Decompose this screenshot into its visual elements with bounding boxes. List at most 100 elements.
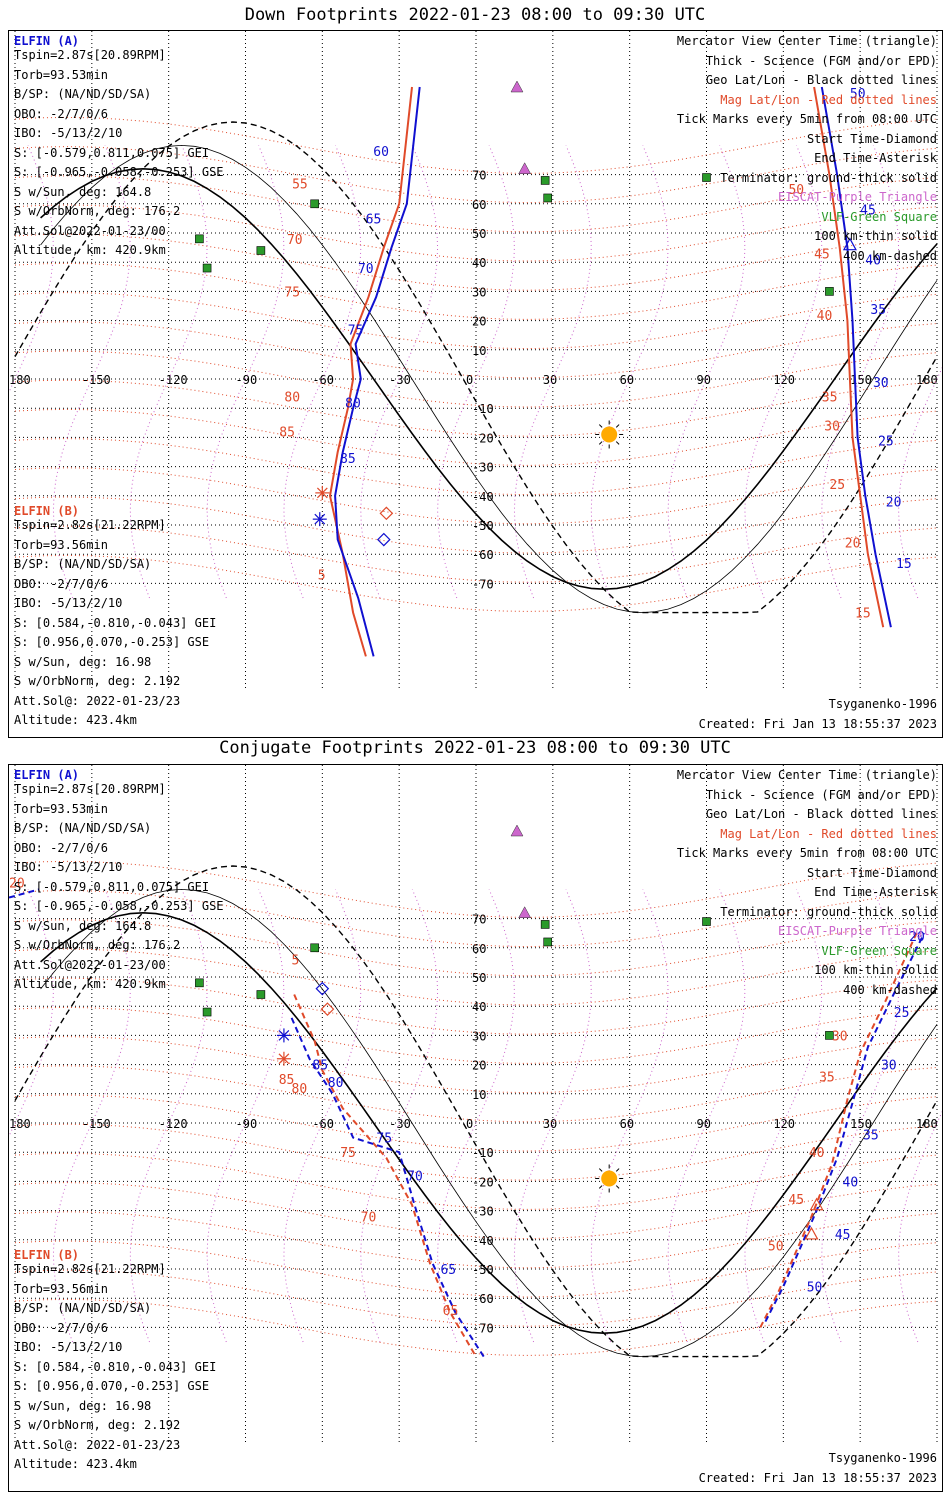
elfin_b-line: IBO: -5/13/2/10: [14, 596, 123, 610]
sun-ray: [598, 441, 603, 445]
elfin-a-tick-label: 25: [894, 1006, 910, 1021]
elfin-b-tick-label: 15: [855, 607, 871, 622]
elfin_b-line: S: [0.584,-0.810,-0.043] GEI: [14, 615, 217, 630]
elfin_a-line: B/SP: (NA/ND/SD/SA): [14, 87, 152, 101]
elfin_a-line: S: [-0.579,0.811,0.075] GEI: [14, 879, 210, 894]
elfin_b-line: Att.Sol@: 2022-01-23/23: [14, 693, 181, 708]
mag-meridian: [360, 145, 439, 599]
elfin-a-params: Tspin=2.87s[20.89RPM] Torb=93.53min B/SP: …: [14, 48, 224, 263]
elfin_b-line: Tspin=2.82s[21.22RPM]: [14, 1262, 166, 1276]
mag-meridian: [513, 889, 592, 1343]
elfin_a-line: S w/OrbNorm, deg: 176.2: [14, 938, 181, 952]
elfin_b-line: Altitude: 423.4km: [14, 713, 137, 727]
elfin_b-line: B/SP: (NA/ND/SD/SA): [14, 557, 152, 571]
elfin-b-tick-label: 25: [829, 478, 845, 493]
elfin-b-tick-label: 80: [284, 391, 300, 406]
lat-label: -20: [472, 431, 494, 445]
legend-entry: VLF-Green Square: [821, 943, 937, 958]
vlf-square-icon: [825, 287, 834, 296]
elfin_a-line: IBO: -5/13/2/10: [14, 126, 123, 140]
lat-label: 10: [472, 344, 486, 358]
elfin_b-line: Torb=93.56min: [14, 537, 108, 552]
elfin_a-line: S: [-0.579,0.811,0.075] GEI: [14, 145, 210, 160]
legend-entry: Tick Marks every 5min from 08:00 UTC: [676, 112, 937, 126]
elfin-b-tick-label: 85: [279, 426, 295, 441]
elfin-b-tick-label: 40: [809, 1146, 825, 1161]
legend-entry: Start Time-Diamond: [806, 865, 937, 880]
lon-label: -60: [312, 1117, 334, 1131]
elfin_b-line: S: [0.584,-0.810,-0.043] GEI: [14, 1359, 217, 1374]
elfin-b-tick-label: 80: [292, 1082, 308, 1097]
lat-label: -10: [472, 402, 494, 416]
terminator-400km: [14, 121, 938, 614]
terminator-400km: [14, 865, 938, 1358]
vlf-square-icon: [702, 917, 711, 926]
mag-meridian: [513, 145, 592, 599]
lon-label: 60: [620, 373, 634, 387]
lat-label: -60: [472, 1292, 494, 1306]
panel1-elfin-b-info: ELFIN (B) Tspin=2.82s[21.22RPM] Torb=93.5…: [14, 504, 216, 733]
legend-entry: 100 km-thin solid: [814, 229, 937, 243]
panel2-model: Tsyganenko-1996: [828, 1451, 937, 1465]
vlf-square-icon: [825, 1031, 834, 1040]
elfin-a-track-east: [820, 86, 892, 628]
mag-meridian: [206, 889, 285, 1343]
panel2-created: Created: Fri Jan 13 18:55:37 2023: [698, 1471, 937, 1485]
mag-meridian: [283, 145, 362, 599]
elfin-a-label: ELFIN (A): [14, 768, 80, 782]
legend-entry: 400 km-dashed: [843, 982, 937, 997]
elfin-a-tick-label: 20: [886, 496, 902, 511]
eiscat-triangle-icon: [510, 80, 524, 93]
elfin-b-tick-label: 5: [292, 953, 300, 968]
lat-label: 40: [472, 1000, 486, 1014]
elfin-a-tick-label: 40: [865, 253, 881, 268]
elfin_b-line: Altitude: 423.4km: [14, 1457, 137, 1471]
elfin_a-line: S w/Sun, deg: 164.8: [14, 918, 152, 933]
lat-label: 50: [472, 971, 486, 985]
elfin-b-label: ELFIN (B): [14, 1248, 80, 1262]
start-diamond-icon: [320, 1002, 335, 1016]
mag-meridian: [9, 145, 54, 394]
elfin_b-line: Att.Sol@: 2022-01-23/23: [14, 1437, 181, 1452]
elfin_b-line: Torb=93.56min: [14, 1281, 108, 1296]
lat-label: 60: [472, 942, 486, 956]
lon-label: -120: [159, 373, 188, 387]
elfin-a-tick-label: 75: [376, 1132, 392, 1147]
terminator-ground: [40, 911, 938, 1335]
lat-label: 70: [472, 169, 486, 183]
elfin-a-tick-label: 85: [340, 452, 356, 467]
elfin-b-tick-label: 35: [819, 1070, 835, 1085]
elfin-a-params: Tspin=2.87s[20.89RPM] Torb=93.53min B/SP: …: [14, 782, 224, 997]
center-time-triangle-icon: [804, 1226, 819, 1240]
start-diamond-icon: [376, 532, 391, 547]
elfin_b-line: S: [0.956,0.070,-0.253] GSE: [14, 1379, 210, 1393]
elfin-a-tick-label: 80: [328, 1076, 344, 1091]
elfin-a-track-east: [764, 932, 926, 1323]
lat-label: -60: [472, 548, 494, 562]
mag-meridian: [283, 889, 362, 1343]
legend-entry: VLF-Green Square: [821, 209, 937, 224]
elfin_a-line: Torb=93.53min: [14, 67, 108, 82]
elfin_a-line: S w/Sun, deg: 164.8: [14, 184, 152, 199]
panel1-created: Created: Fri Jan 13 18:55:37 2023: [698, 717, 937, 731]
eiscat-triangle-icon: [510, 824, 524, 837]
lon-label: 180: [9, 373, 31, 387]
lat-label: 30: [472, 285, 486, 299]
elfin-b-tick-label: 40: [817, 309, 833, 324]
eiscat-triangle-icon: [518, 906, 532, 919]
panel1-elfin-a-info: ELFIN (A) Tspin=2.87s[20.89RPM] Torb=93.5…: [14, 34, 224, 263]
panel2-legend: Mercator View Center Time (triangle) Thic…: [677, 768, 937, 1002]
mag-meridian: [590, 145, 669, 599]
elfin-a-tick-label: 70: [358, 262, 374, 277]
elfin_a-line: Torb=93.53min: [14, 801, 108, 816]
elfin-a-tick-label: 85: [312, 1059, 328, 1074]
elfin-b-track-west: [328, 86, 413, 657]
lon-label: 150: [850, 373, 872, 387]
lat-label: 70: [472, 913, 486, 927]
elfin-a-tick-label: 35: [870, 303, 886, 318]
elfin-b-tick-label: 70: [361, 1210, 377, 1225]
elfin-b-tick-label: 30: [824, 420, 840, 435]
elfin-b-tick-label: 55: [292, 177, 308, 192]
start-diamond-icon: [315, 981, 330, 996]
panel1-legend: Mercator View Center Time (triangle) Thic…: [677, 34, 937, 268]
